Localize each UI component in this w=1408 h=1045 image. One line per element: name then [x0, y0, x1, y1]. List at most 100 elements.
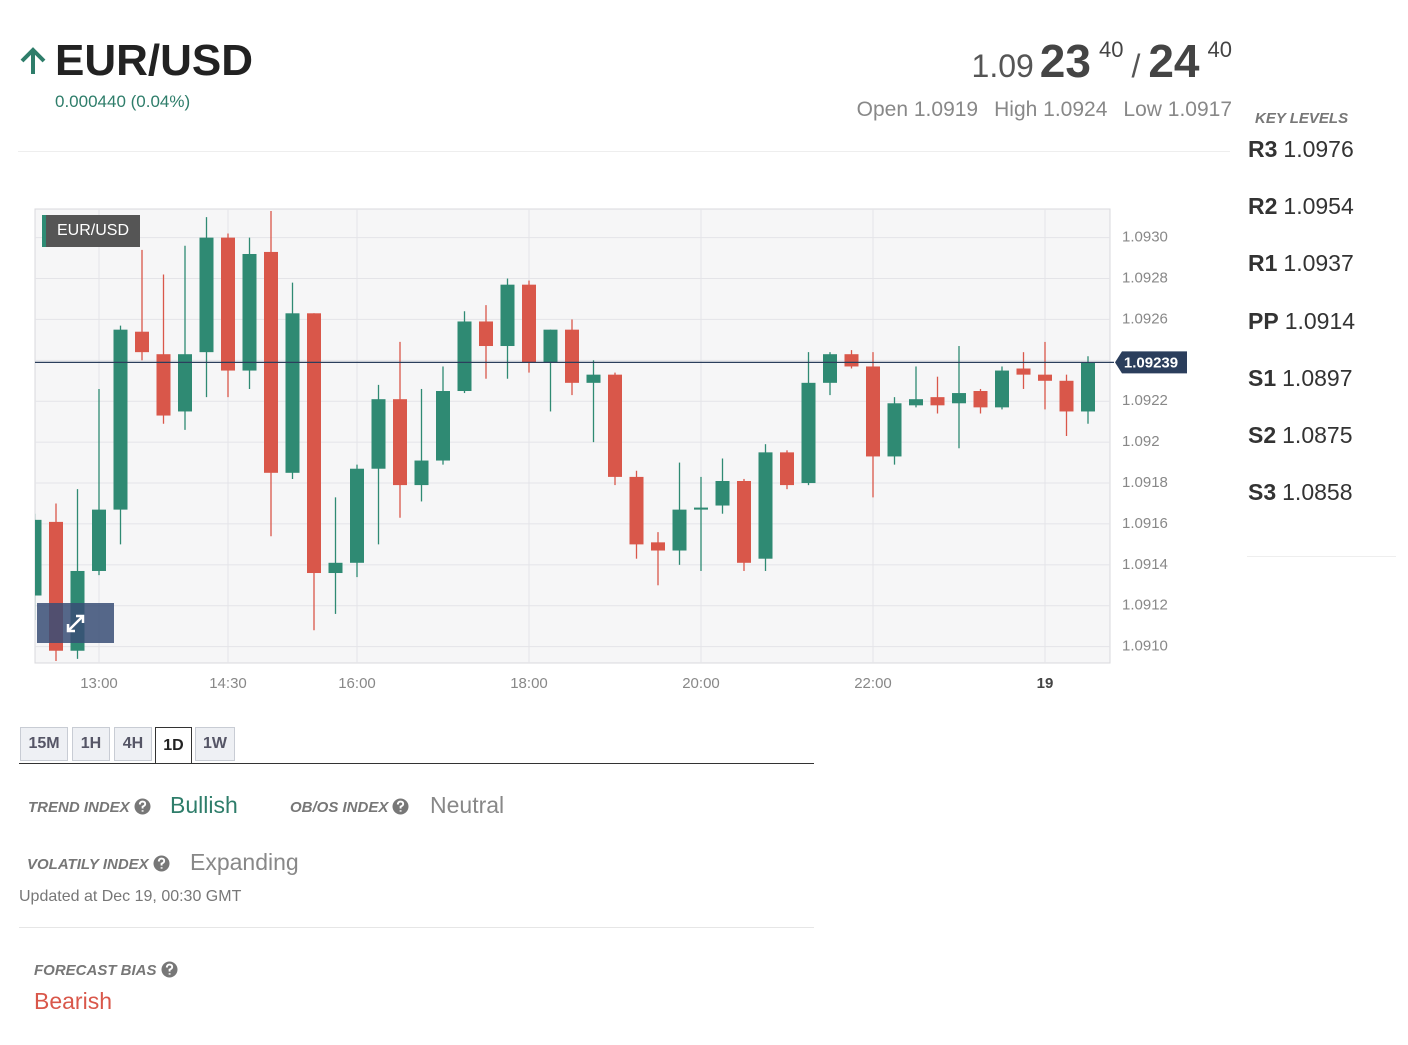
help-icon[interactable] — [392, 798, 409, 815]
candle-body — [371, 399, 386, 469]
candle-body — [1016, 368, 1031, 375]
x-tick-label: 22:00 — [854, 675, 892, 692]
candle-body — [608, 374, 622, 477]
key-level-value: 1.0858 — [1282, 479, 1353, 506]
key-level-name: S3 — [1248, 479, 1277, 506]
y-tick-label: 1.0910 — [1122, 638, 1168, 655]
candle-body — [1059, 380, 1074, 412]
ohl-label: Open — [856, 98, 909, 121]
candle-body — [930, 397, 945, 406]
candle-body — [242, 253, 257, 371]
index-label: VOLATILY INDEX — [27, 856, 149, 873]
ohl-item: Open 1.0919 — [857, 98, 978, 122]
expand-icon — [66, 614, 85, 633]
ask-fraction: 40 — [1207, 37, 1232, 62]
key-level-value: 1.0937 — [1283, 250, 1354, 277]
candle-body — [328, 562, 343, 574]
timeframe-tab[interactable]: 1H — [72, 727, 110, 761]
candle-body — [92, 509, 106, 571]
bid-fraction: 40 — [1098, 37, 1124, 62]
key-levels-title: KEY LEVELS — [1255, 110, 1349, 127]
candle-body — [307, 313, 321, 574]
key-level: R3 1.0976 — [1248, 136, 1354, 163]
forecast-bias: FORECAST BIAS — [34, 961, 178, 980]
expand-button[interactable] — [37, 603, 114, 643]
timeframe-tab[interactable]: 1W — [195, 727, 235, 761]
updated: Updated at Dec 19, 00:30 GMT — [19, 888, 242, 905]
y-tick-label: 1.0930 — [1122, 229, 1168, 246]
x-tick-label: 16:00 — [338, 675, 376, 692]
quote: 1.09 23 40 / 24 40 — [972, 34, 1232, 88]
candle-body — [457, 321, 472, 392]
key-level-name: PP — [1248, 307, 1279, 334]
forecast-value: Bearish — [34, 988, 112, 1014]
candle-body — [866, 366, 880, 457]
key-level-name: S2 — [1248, 422, 1277, 448]
current-price-tag — [1115, 351, 1187, 374]
ohl-label: High — [994, 98, 1038, 121]
up-arrow-icon — [20, 47, 46, 74]
key-level-value: 1.0875 — [1282, 422, 1353, 448]
ohl-item: Low 1.0917 — [1123, 98, 1232, 122]
x-tick-label: 18:00 — [510, 675, 548, 692]
candle-body — [500, 284, 515, 347]
symbol: EUR/USD — [55, 36, 254, 85]
timeframe-tab[interactable]: 4H — [114, 727, 152, 761]
candle-body — [1038, 374, 1052, 381]
timeframe-tab[interactable]: 15M — [20, 727, 68, 761]
candle-body — [393, 399, 407, 486]
candle-body — [586, 374, 601, 383]
key-level: S3 1.0858 — [1248, 479, 1353, 506]
key-level-value: 1.0954 — [1283, 193, 1354, 220]
index-value: Bullish — [170, 792, 238, 818]
y-tick-label: 1.092 — [1122, 433, 1160, 450]
candle-body — [823, 354, 837, 383]
ohl-value: 1.0917 — [1167, 98, 1232, 121]
candle-body — [113, 329, 128, 510]
separator: / — [1131, 48, 1141, 84]
y-tick-label: 1.0928 — [1122, 270, 1168, 287]
plot-area — [34, 208, 1111, 664]
candle-body — [350, 468, 364, 563]
ohl-item: High 1.0924 — [994, 98, 1107, 122]
candle-body — [543, 329, 558, 363]
key-level-name: R1 — [1248, 250, 1278, 277]
bid-pips: 23 — [1039, 35, 1091, 87]
index-label: TREND INDEX — [28, 799, 130, 816]
tabs-underline — [19, 763, 814, 764]
divider — [19, 927, 814, 928]
key-level-value: 1.0897 — [1282, 364, 1353, 391]
candle-body — [737, 480, 751, 563]
help-icon[interactable] — [153, 855, 170, 872]
candle-body — [672, 509, 687, 551]
candle-body — [973, 391, 988, 408]
ohl-value: 1.0919 — [913, 98, 979, 121]
y-tick-label: 1.0914 — [1122, 556, 1168, 573]
key-level-name: S1 — [1248, 364, 1277, 391]
candle-body — [952, 393, 966, 404]
key-level: PP 1.0914 — [1248, 308, 1355, 335]
y-tick-label: 1.0916 — [1122, 515, 1168, 532]
candle-body — [199, 237, 214, 353]
y-tick-label: 1.0926 — [1122, 310, 1168, 327]
divider — [1247, 556, 1396, 557]
help-icon[interactable] — [161, 961, 178, 978]
help-icon[interactable] — [134, 798, 151, 815]
candle-body — [156, 354, 171, 416]
candle-body — [887, 403, 902, 457]
y-tick-label: 1.0922 — [1122, 392, 1168, 409]
trend-index: TREND INDEX — [28, 798, 151, 817]
key-level: R2 1.0954 — [1248, 193, 1354, 220]
candle-body — [909, 399, 923, 406]
candle-body — [801, 382, 816, 484]
chart: 1.0910 1.0912 1.0914 1.0916 1.0918 1.0922 1.09… — [34, 208, 1187, 692]
candle-body — [135, 331, 149, 353]
ohl-value: 1.0924 — [1043, 98, 1108, 121]
candle-body — [995, 370, 1009, 408]
timeframe-tab[interactable]: 1D — [155, 727, 192, 764]
candle-body — [436, 391, 450, 461]
forecast-label: FORECAST BIAS — [34, 962, 157, 979]
candle-body — [522, 284, 536, 363]
key-level: S2 1.0875 — [1248, 422, 1353, 449]
x-tick-label: 13:00 — [80, 675, 118, 692]
